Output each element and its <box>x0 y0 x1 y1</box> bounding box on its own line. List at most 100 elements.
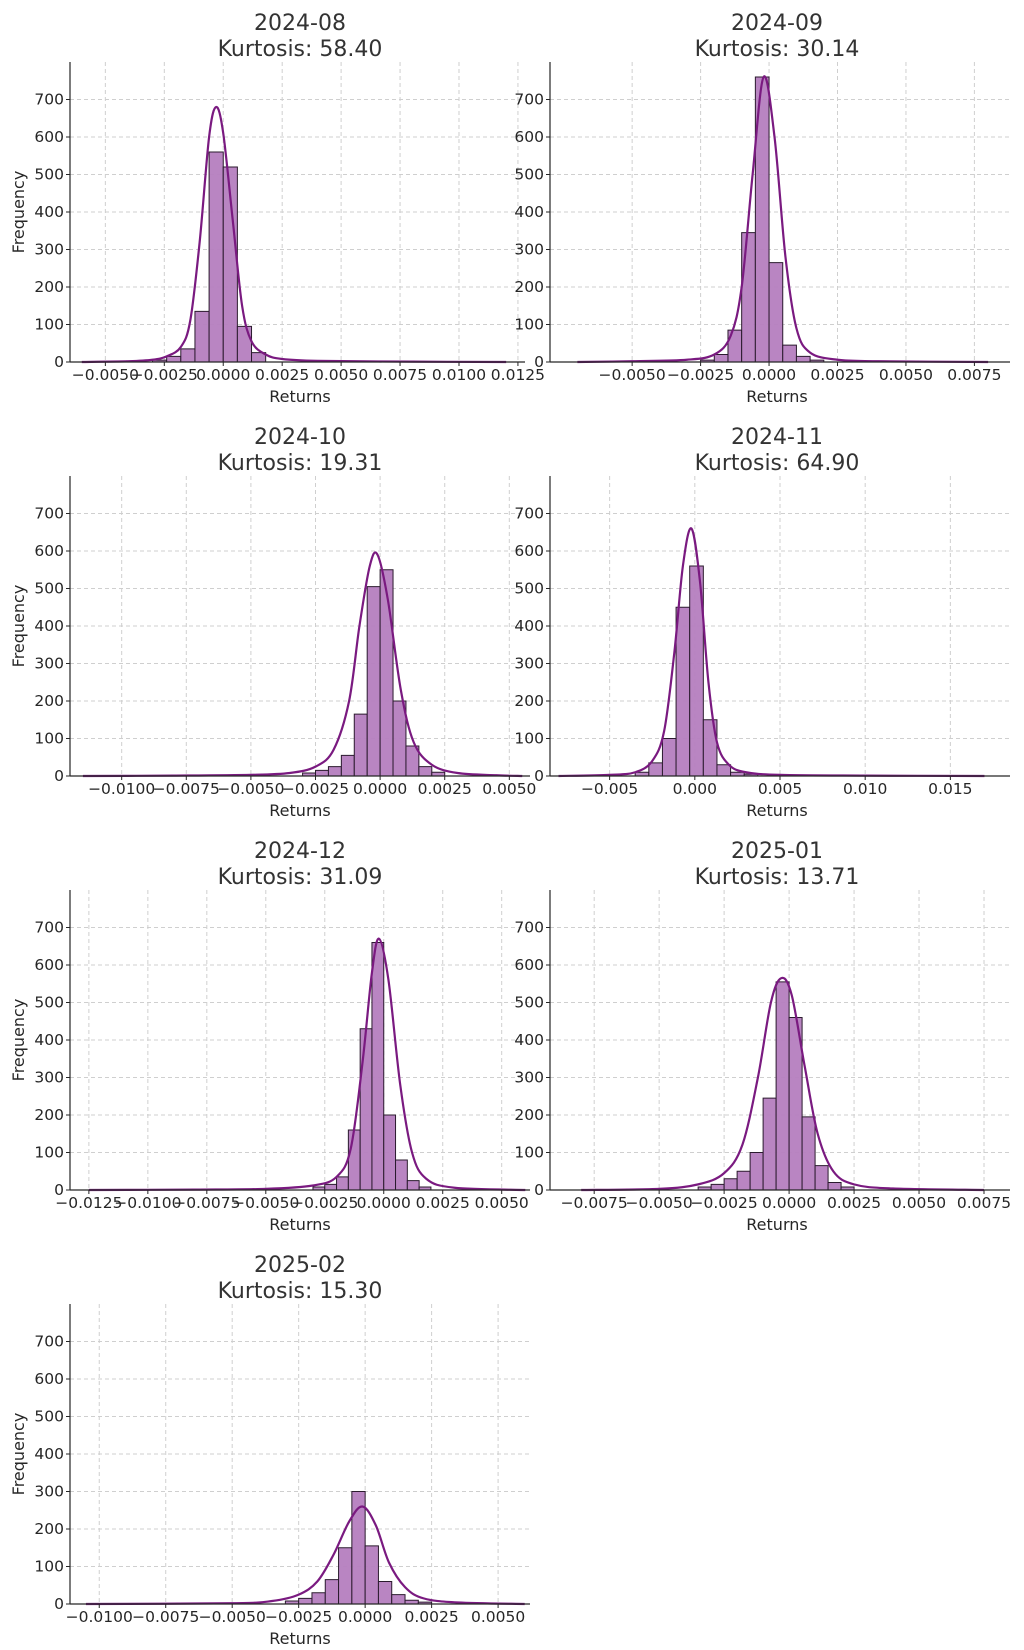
x-axis-label: Returns <box>746 387 807 406</box>
y-tick-label: 500 <box>514 580 544 598</box>
histogram-bar <box>648 762 663 777</box>
y-tick-label: 100 <box>34 730 64 748</box>
y-tick-label: 300 <box>34 1069 64 1087</box>
kde-curve <box>85 1505 525 1606</box>
y-tick-label: 600 <box>514 956 544 974</box>
x-axis-label: Returns <box>746 801 807 820</box>
x-axis-label: Returns <box>269 1215 330 1234</box>
x-tick-label: −0.0100 <box>66 1608 133 1626</box>
y-tick-label: 200 <box>34 1520 64 1538</box>
x-tick-label: −0.0075 <box>173 1194 240 1212</box>
y-tick-label: 400 <box>34 203 64 221</box>
histogram-bar <box>661 738 677 777</box>
histogram-bar <box>208 151 224 363</box>
histogram-bar <box>406 1180 420 1191</box>
chart-title: 2024-08 <box>254 11 346 36</box>
y-tick-label: 500 <box>34 580 64 598</box>
histogram-bar <box>762 1097 777 1191</box>
histogram-bar <box>353 713 368 777</box>
histogram-bar <box>166 355 182 363</box>
histogram-bar <box>675 606 691 777</box>
histogram-bar <box>340 754 355 777</box>
y-tick-label: 300 <box>514 1069 544 1087</box>
y-tick-label: 0 <box>534 767 544 785</box>
subplot-2025-01: 0 100 200 300 400 500 600 700 −0.0075−0.0050−0.0… <box>514 839 1011 1234</box>
y-tick-label: 100 <box>34 1558 64 1576</box>
histogram-bar <box>392 700 407 777</box>
y-axis-label: Frequency <box>9 999 28 1082</box>
x-tick-label: 0.0075 <box>373 366 427 384</box>
chart-title: 2024-09 <box>731 11 823 36</box>
x-tick-label: −0.0025 <box>291 1194 358 1212</box>
histogram-bar <box>327 766 342 777</box>
x-tick-label: −0.0125 <box>55 1194 122 1212</box>
x-tick-label: −0.0025 <box>667 366 734 384</box>
x-tick-label: 0.0100 <box>432 366 486 384</box>
histogram-bar <box>827 1182 842 1191</box>
y-tick-label: 100 <box>34 1144 64 1162</box>
x-tick-label: 0.0025 <box>404 1608 458 1626</box>
histogram-bar <box>311 1592 326 1605</box>
y-tick-label: 600 <box>514 128 544 146</box>
histogram-bar <box>366 586 381 777</box>
histogram-bar <box>418 766 433 777</box>
x-tick-label: −0.0050 <box>217 780 284 798</box>
y-tick-label: 300 <box>514 655 544 673</box>
x-tick-label: 0.005 <box>758 780 802 798</box>
y-tick-label: 0 <box>54 767 64 785</box>
subplot-2024-12: 0100200300400500600700−0.0125−0.0100−0.0… <box>9 839 530 1234</box>
y-tick-label: 300 <box>34 655 64 673</box>
y-tick-label: 700 <box>514 505 544 523</box>
x-axis-label: Returns <box>746 1215 807 1234</box>
y-tick-label: 0 <box>54 1595 64 1613</box>
x-tick-label: −0.0025 <box>691 1194 758 1212</box>
x-tick-label: 0.0000 <box>353 780 407 798</box>
x-tick-label: 0.0000 <box>357 1194 411 1212</box>
histogram-bar <box>716 764 732 777</box>
x-tick-label: 0.0000 <box>742 366 796 384</box>
y-tick-label: 200 <box>514 278 544 296</box>
y-tick-label: 100 <box>514 730 544 748</box>
x-tick-label: 0.0000 <box>762 1194 816 1212</box>
x-tick-label: 0.0050 <box>892 1194 946 1212</box>
x-tick-label: 0.0050 <box>482 780 536 798</box>
y-tick-label: 200 <box>514 692 544 710</box>
kde-curve <box>82 551 523 778</box>
histogram-bar <box>347 1129 361 1191</box>
y-axis-label: Frequency <box>9 171 28 254</box>
histogram-bar <box>324 1183 338 1191</box>
x-tick-label: 0.0000 <box>196 366 250 384</box>
histogram-bar <box>324 1579 340 1605</box>
chart-subtitle: Kurtosis: 31.09 <box>218 865 383 890</box>
histogram-bar <box>359 1028 373 1191</box>
histogram-bar <box>713 354 729 363</box>
x-tick-label: −0.0075 <box>153 780 220 798</box>
chart-title: 2024-11 <box>731 425 823 450</box>
x-tick-label: −0.0025 <box>265 1608 332 1626</box>
y-tick-label: 700 <box>34 505 64 523</box>
x-tick-label: 0.0025 <box>827 1194 881 1212</box>
chart-title: 2025-01 <box>731 839 823 864</box>
x-tick-label: −0.0050 <box>199 1608 266 1626</box>
kde-curve <box>577 75 989 364</box>
x-tick-label: 0.0075 <box>957 1194 1011 1212</box>
x-axis-label: Returns <box>269 801 330 820</box>
y-tick-label: 700 <box>514 919 544 937</box>
y-tick-label: 400 <box>514 203 544 221</box>
histogram-bar <box>371 942 385 1191</box>
kde-curve <box>581 976 985 1192</box>
histogram-bar <box>236 325 253 363</box>
chart-subtitle: Kurtosis: 13.71 <box>695 865 860 890</box>
subplot-2024-11: 0 100 200 300 400 500 600 700 −0.005 0.000 0.005 0.… <box>514 425 1010 820</box>
x-tick-label: 0.0050 <box>314 366 368 384</box>
chart-subtitle: Kurtosis: 30.14 <box>695 37 860 62</box>
y-tick-label: 100 <box>514 1144 544 1162</box>
histogram-bar <box>782 344 797 363</box>
y-tick-label: 100 <box>514 316 544 334</box>
x-tick-label: −0.0025 <box>131 366 198 384</box>
x-tick-label: 0.0025 <box>418 780 472 798</box>
histogram-bar <box>383 1114 397 1191</box>
y-tick-label: 700 <box>34 1333 64 1351</box>
